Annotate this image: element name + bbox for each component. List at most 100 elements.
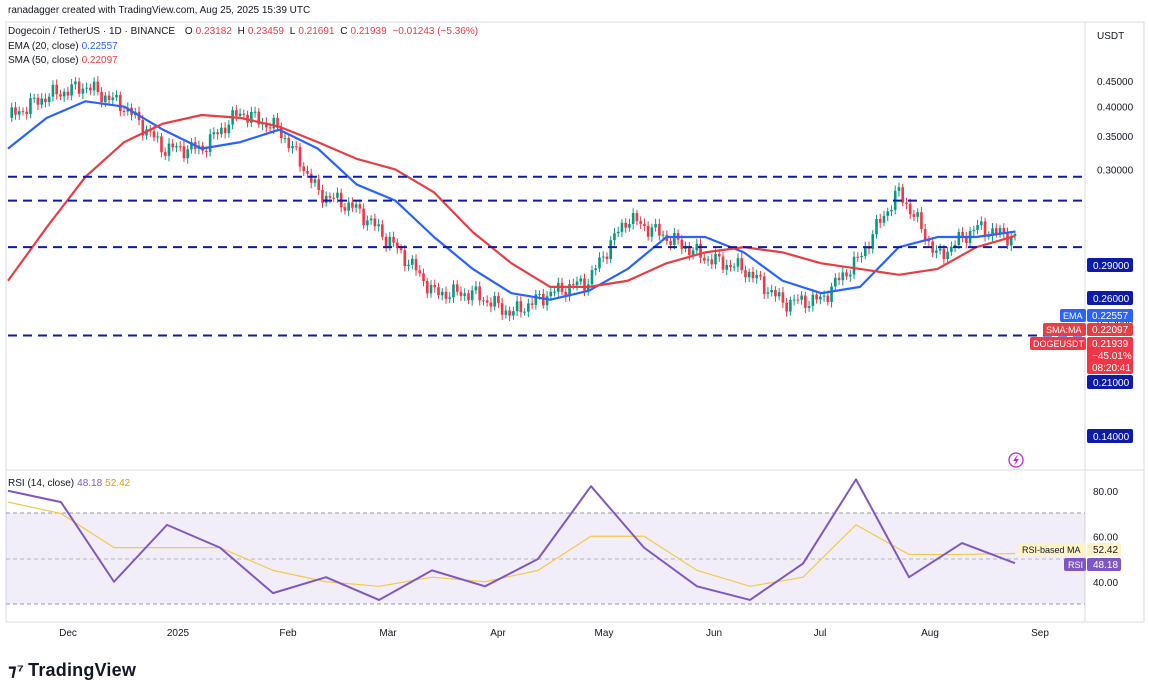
candle-body (515, 301, 519, 312)
candle-body (55, 84, 58, 95)
candle-body (287, 138, 291, 149)
ema-line (7, 100, 1016, 301)
candle-body (66, 91, 70, 96)
candle-body (463, 293, 467, 296)
time-tick-label: Sep (1031, 628, 1049, 639)
time-tick-label: Jun (706, 628, 722, 639)
candle-body (81, 88, 85, 94)
candle-body (826, 295, 830, 303)
close-label: C (340, 26, 348, 37)
candle-body (527, 303, 530, 312)
candle-body (579, 278, 583, 282)
candle-body (358, 204, 362, 209)
candle-body (931, 241, 934, 253)
candle-body (422, 273, 425, 282)
candle-body (740, 258, 744, 271)
chart-frame (5, 21, 1145, 623)
level-tag-0260: 0.26000 (1087, 291, 1133, 305)
ema-legend[interactable]: EMA (20, close) 0.22557 (8, 41, 121, 52)
candle-body (534, 294, 538, 305)
candle-body (725, 265, 729, 270)
candle-body (272, 117, 276, 129)
candle-body (751, 271, 755, 279)
moving-average-lines (7, 100, 1016, 301)
candle-body (800, 295, 803, 300)
candle-body (848, 274, 852, 277)
candle-body (279, 127, 283, 139)
candle-body (590, 270, 594, 285)
candle-body (74, 81, 77, 85)
sma-legend[interactable]: SMA (50, close) 0.22097 (8, 55, 121, 66)
candle-body (115, 94, 118, 98)
candle-body (276, 117, 279, 128)
candle-body (575, 281, 579, 286)
candle-body (171, 143, 175, 148)
candle-body (309, 173, 313, 183)
candle-body (351, 202, 354, 208)
svg-text:DOGEUSDT: DOGEUSDT (1033, 339, 1085, 349)
candle-body (44, 98, 47, 103)
ema-legend-value: 0.22557 (81, 41, 118, 52)
candle-body (688, 246, 691, 255)
candle-body (216, 132, 219, 135)
candle-body (381, 224, 384, 237)
candle-body (736, 258, 740, 267)
rsi-tick-label: 80.00 (1093, 487, 1118, 498)
candle-body (470, 290, 474, 301)
rsi-legend[interactable]: RSI (14, close) 48.18 52.42 (8, 478, 133, 489)
svg-text:0.22097: 0.22097 (1092, 325, 1129, 336)
svg-text:0.21939: 0.21939 (1092, 339, 1129, 350)
candle-body (927, 239, 931, 242)
candle-body (961, 232, 964, 238)
candle-body (946, 251, 949, 260)
candle-body (283, 138, 287, 140)
candle-body (616, 231, 620, 234)
candle-body (897, 187, 901, 191)
candle-body (953, 245, 957, 247)
tradingview-logo[interactable]: ⁊⁷ TradingView (8, 660, 136, 681)
change-value: −0.01243 (−5.36%) (392, 26, 479, 37)
candle-body (571, 284, 575, 286)
price-tick-label: 0.45000 (1097, 77, 1134, 88)
candle-body (152, 131, 156, 138)
sma-legend-label: SMA (50, close) (8, 55, 79, 66)
price-tick-label: 0.30000 (1097, 165, 1134, 176)
candle-body (497, 296, 500, 304)
symbol-title[interactable]: Dogecoin / TetherUS · 1D · BINANCE (8, 26, 176, 37)
sma-tag: SMA:MA 0.22097 (1043, 323, 1133, 336)
candle-body (538, 293, 541, 295)
candle-body (508, 310, 511, 316)
candle-body (950, 246, 953, 252)
close-value: 0.21939 (350, 26, 387, 37)
candle-body (714, 253, 717, 265)
candle-body (433, 284, 437, 288)
svg-text:52.42: 52.42 (1093, 545, 1118, 556)
candle-body (223, 127, 227, 134)
candle-body (238, 113, 242, 116)
candle-body (819, 296, 822, 300)
candle-body (414, 258, 418, 271)
candle-body (568, 284, 571, 297)
candle-body (388, 236, 392, 247)
svg-text:08:20:41: 08:20:41 (1092, 363, 1131, 374)
candle-body (785, 302, 788, 312)
candle-body (691, 250, 695, 255)
candle-body (59, 94, 62, 97)
lightning-icon[interactable] (1008, 452, 1024, 468)
candle-body (343, 207, 347, 211)
candle-body (392, 236, 395, 243)
low-label: L (289, 26, 296, 37)
candle-body (519, 301, 523, 313)
candle-body (774, 290, 777, 297)
candle-body (744, 270, 747, 278)
candle-body (635, 213, 639, 222)
candle-body (747, 271, 751, 278)
candle-body (781, 292, 785, 303)
candle-body (294, 146, 298, 148)
candle-body (111, 97, 115, 100)
candle-body (92, 81, 96, 91)
rsi-tick-label: 60.00 (1093, 532, 1118, 543)
candle-body (912, 214, 916, 217)
tradingview-mark-icon: ⁊⁷ (8, 661, 25, 680)
